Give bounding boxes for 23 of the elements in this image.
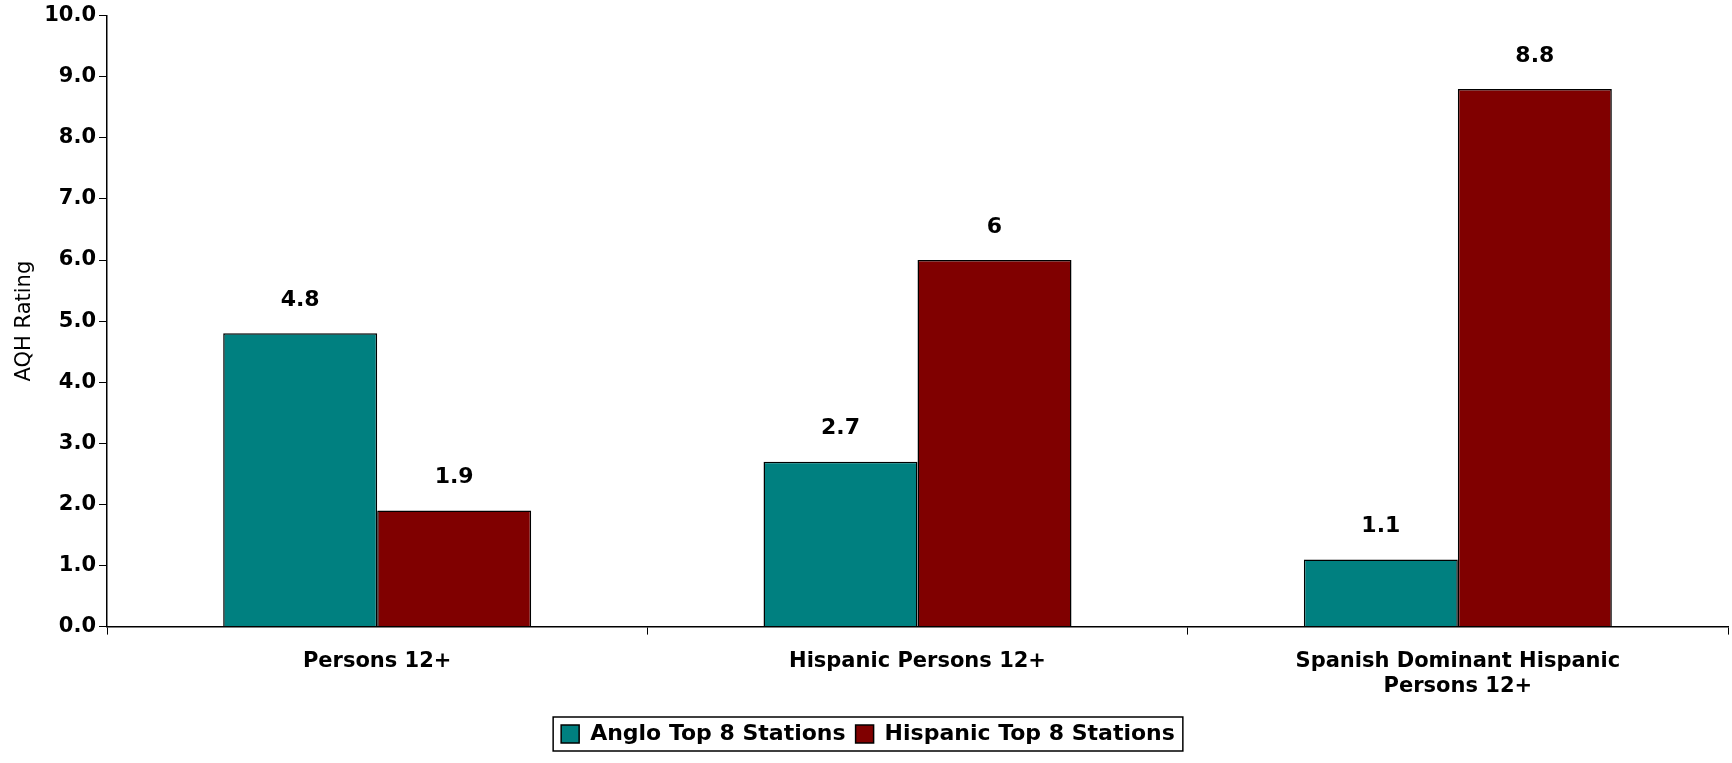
x-tick-label: Spanish Dominant Hispanic Persons 12+ [1295,647,1621,697]
legend-label: Hispanic Top 8 Stations [884,719,1175,745]
y-tick-label: 1.0 [58,551,97,576]
y-tick-label: 2.0 [58,490,97,515]
data-label: 2.7 [821,414,860,440]
y-tick-label: 8.0 [58,124,97,149]
y-axis-title: AQH Rating [11,260,36,382]
x-tick-label: Hispanic Persons 12+ [789,647,1046,672]
y-tick-label: 7.0 [58,185,97,210]
data-label: 4.8 [280,286,320,312]
y-tick-label: 4.0 [58,368,97,393]
y-tick-label: 0.0 [58,613,97,638]
data-label: 1.9 [434,463,474,489]
y-tick-label: 5.0 [58,307,97,332]
y-tick-label: 6.0 [58,246,97,271]
data-label: 8.8 [1515,41,1555,67]
y-tick-label: 3.0 [58,429,97,454]
data-label: 1.1 [1361,512,1401,538]
x-tick-label: Persons 12+ [302,647,452,672]
legend-label: Anglo Top 8 Stations [590,719,846,745]
data-label: 6 [986,212,1003,238]
y-tick-label: 10.0 [44,2,97,27]
y-tick-label: 9.0 [58,63,97,88]
